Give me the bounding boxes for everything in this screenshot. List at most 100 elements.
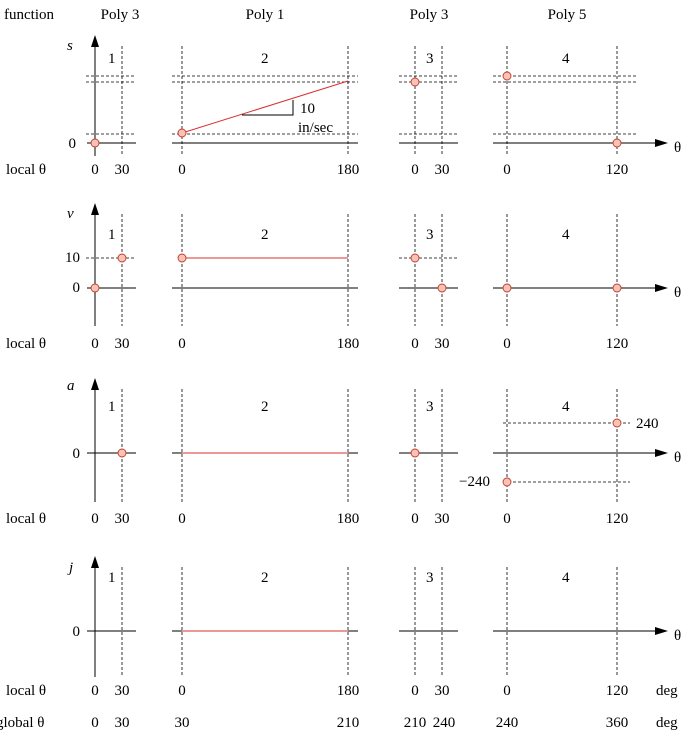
a-axis-arrow-icon bbox=[91, 378, 99, 390]
v-point bbox=[502, 283, 512, 293]
s-segment-number: 2 bbox=[261, 51, 269, 67]
s-point bbox=[410, 77, 420, 87]
j-local-tick: 30 bbox=[115, 683, 130, 699]
j-theta-label: θ bbox=[674, 628, 681, 644]
slope-unit: in/sec bbox=[298, 120, 333, 136]
v-local-theta-label: local θ bbox=[6, 336, 46, 352]
a-point bbox=[117, 448, 127, 458]
s-segment-number: 4 bbox=[562, 51, 570, 67]
j-theta-arrow-icon bbox=[655, 627, 668, 635]
a-segment-number: 4 bbox=[562, 399, 570, 415]
s-point bbox=[502, 71, 512, 81]
global-tick: 210 bbox=[337, 715, 360, 731]
a-pos-label: 240 bbox=[636, 416, 659, 432]
j-local-tick: 30 bbox=[435, 683, 450, 699]
v-axis-arrow-icon bbox=[91, 203, 99, 215]
v-local-tick: 30 bbox=[435, 336, 450, 352]
a-symbol: a bbox=[67, 378, 75, 394]
s-point bbox=[90, 138, 100, 148]
j-zero-label: 0 bbox=[73, 624, 81, 640]
v-point bbox=[90, 283, 100, 293]
a-segment-number: 1 bbox=[108, 399, 116, 415]
a-local-tick: 120 bbox=[606, 511, 629, 527]
a-zero-label: 0 bbox=[73, 446, 81, 462]
a-theta-arrow-icon bbox=[655, 449, 668, 457]
global-tick: 30 bbox=[175, 715, 190, 731]
v-point bbox=[437, 283, 447, 293]
s-local-tick: 30 bbox=[115, 162, 130, 178]
j-segment-number: 4 bbox=[562, 570, 570, 586]
s-local-tick: 30 bbox=[435, 162, 450, 178]
a-segment-number: 2 bbox=[261, 399, 269, 415]
s-local-theta-label: local θ bbox=[6, 162, 46, 178]
s-ramp-curve bbox=[181, 80, 349, 134]
v-point bbox=[410, 253, 420, 263]
s-segment-number: 1 bbox=[108, 51, 116, 67]
segment-2-title: Poly 1 bbox=[246, 7, 285, 23]
j-local-theta-label: local θ bbox=[6, 683, 46, 699]
s-local-tick: 0 bbox=[178, 162, 186, 178]
global-tick: 240 bbox=[433, 715, 456, 731]
a-local-tick: 30 bbox=[435, 511, 450, 527]
s-local-tick: 120 bbox=[606, 162, 629, 178]
a-local-tick: 180 bbox=[337, 511, 360, 527]
s-zero-label: 0 bbox=[69, 136, 77, 152]
segment-4-title: Poly 5 bbox=[548, 7, 587, 23]
j-segment-number: 3 bbox=[426, 570, 434, 586]
v-local-tick: 0 bbox=[91, 336, 99, 352]
v-symbol: v bbox=[67, 206, 74, 222]
s-point bbox=[612, 138, 622, 148]
a-point bbox=[502, 477, 512, 487]
global-tick: 0 bbox=[91, 715, 99, 731]
s-local-tick: 0 bbox=[503, 162, 511, 178]
s-segment-number: 3 bbox=[426, 51, 434, 67]
global-tick: 30 bbox=[115, 715, 130, 731]
j-local-tick: 180 bbox=[337, 683, 360, 699]
j-segment-number: 2 bbox=[261, 570, 269, 586]
v-local-tick: 180 bbox=[337, 336, 360, 352]
j-segment-number: 1 bbox=[108, 570, 116, 586]
a-point bbox=[410, 448, 420, 458]
a-neg-label: −240 bbox=[459, 474, 490, 490]
acceleration-row: a 0 θ 240 −240 1 2 3 4 local θ 0 30 0 18… bbox=[6, 378, 681, 527]
slope-triangle bbox=[242, 100, 294, 116]
slope-value: 10 bbox=[300, 101, 315, 117]
a-local-tick: 0 bbox=[411, 511, 419, 527]
s-theta-label: θ bbox=[674, 140, 681, 156]
v-local-tick: 120 bbox=[606, 336, 629, 352]
s-theta-arrow-icon bbox=[655, 139, 668, 147]
function-column-header: function bbox=[4, 7, 54, 23]
a-local-tick: 30 bbox=[115, 511, 130, 527]
v-local-tick: 30 bbox=[115, 336, 130, 352]
v-point bbox=[117, 253, 127, 263]
j-symbol: j bbox=[67, 560, 73, 576]
v-point bbox=[177, 253, 187, 263]
global-theta-row: global θ 0 30 30 210 210 240 240 360 deg bbox=[0, 715, 678, 731]
global-deg-unit: deg bbox=[656, 715, 678, 731]
v-zero-label: 0 bbox=[73, 280, 81, 296]
s-symbol: s bbox=[67, 38, 73, 54]
global-theta-label: global θ bbox=[0, 715, 44, 731]
a-local-tick: 0 bbox=[178, 511, 186, 527]
v-segment-number: 1 bbox=[108, 227, 116, 243]
j-local-tick: 0 bbox=[91, 683, 99, 699]
local-deg-unit: deg bbox=[656, 683, 678, 699]
s-axis-arrow-icon bbox=[91, 35, 99, 47]
s-local-tick: 180 bbox=[337, 162, 360, 178]
a-local-tick: 0 bbox=[91, 511, 99, 527]
v-theta-label: θ bbox=[674, 285, 681, 301]
a-segment-number: 3 bbox=[426, 399, 434, 415]
j-local-tick: 120 bbox=[606, 683, 629, 699]
j-local-tick: 0 bbox=[503, 683, 511, 699]
v-local-tick: 0 bbox=[178, 336, 186, 352]
v-theta-arrow-icon bbox=[655, 284, 668, 292]
s-point bbox=[177, 128, 187, 138]
v-ten-label: 10 bbox=[65, 250, 80, 266]
v-segment-number: 3 bbox=[426, 227, 434, 243]
jerk-row: j 0 θ 1 2 3 4 local θ 0 30 0 180 0 30 0 … bbox=[6, 556, 681, 699]
global-tick: 210 bbox=[404, 715, 427, 731]
a-local-tick: 0 bbox=[503, 511, 511, 527]
global-tick: 360 bbox=[606, 715, 629, 731]
velocity-row: v 10 0 θ 1 2 3 4 local θ 0 30 0 180 bbox=[6, 203, 681, 352]
